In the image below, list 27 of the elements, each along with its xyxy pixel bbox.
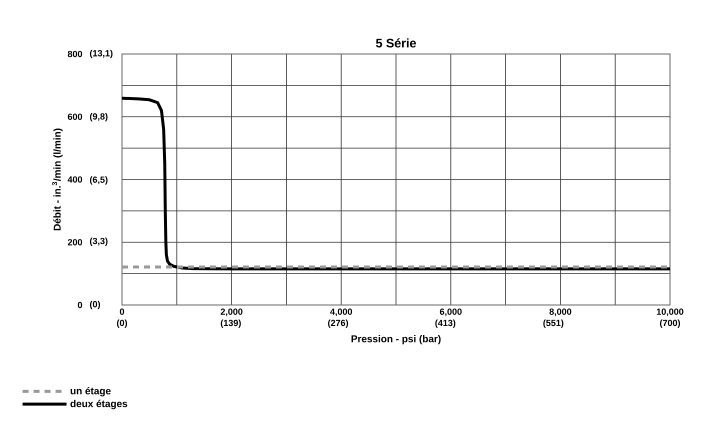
y2-tick-label: (3,3) xyxy=(90,238,108,246)
x-tick-label: 10,000 xyxy=(656,308,684,316)
x2-tick-label: (276) xyxy=(328,320,348,328)
x2-tick-label: (413) xyxy=(435,320,456,328)
x2-tick-label: (551) xyxy=(543,320,564,328)
y-tick-label: 200 xyxy=(68,239,82,246)
y2-tick-label: (6,5) xyxy=(90,176,108,185)
x-tick-label: 8,000 xyxy=(549,308,572,316)
x-tick-label: 6,000 xyxy=(440,308,462,316)
chart-title: 5 Série xyxy=(376,38,416,48)
legend-label: deux étages xyxy=(70,400,128,410)
x2-tick-label: (700) xyxy=(660,320,680,328)
x2-tick-label: (139) xyxy=(220,320,241,328)
y2-tick-label: (13,1) xyxy=(90,50,112,58)
x2-tick-label: (0) xyxy=(116,320,128,328)
x-tick-label: 2,000 xyxy=(220,308,242,316)
x-axis-title: Pression - psi (bar) xyxy=(352,335,441,344)
y2-tick-label: (0) xyxy=(90,300,100,310)
legend-label: un étage xyxy=(70,386,111,396)
y2-tick-label: (9,8) xyxy=(90,113,108,122)
y-tick-label: 400 xyxy=(68,176,82,183)
y-tick-label: 800 xyxy=(68,50,82,58)
y-tick-label: 0 xyxy=(78,302,82,308)
x-tick-label: 0 xyxy=(120,308,124,315)
y-tick-label: 600 xyxy=(68,114,82,120)
x-tick-label: 4,000 xyxy=(330,308,352,316)
y-axis-title: Débit - in.$^{3}$/min (l/min) xyxy=(52,128,63,230)
